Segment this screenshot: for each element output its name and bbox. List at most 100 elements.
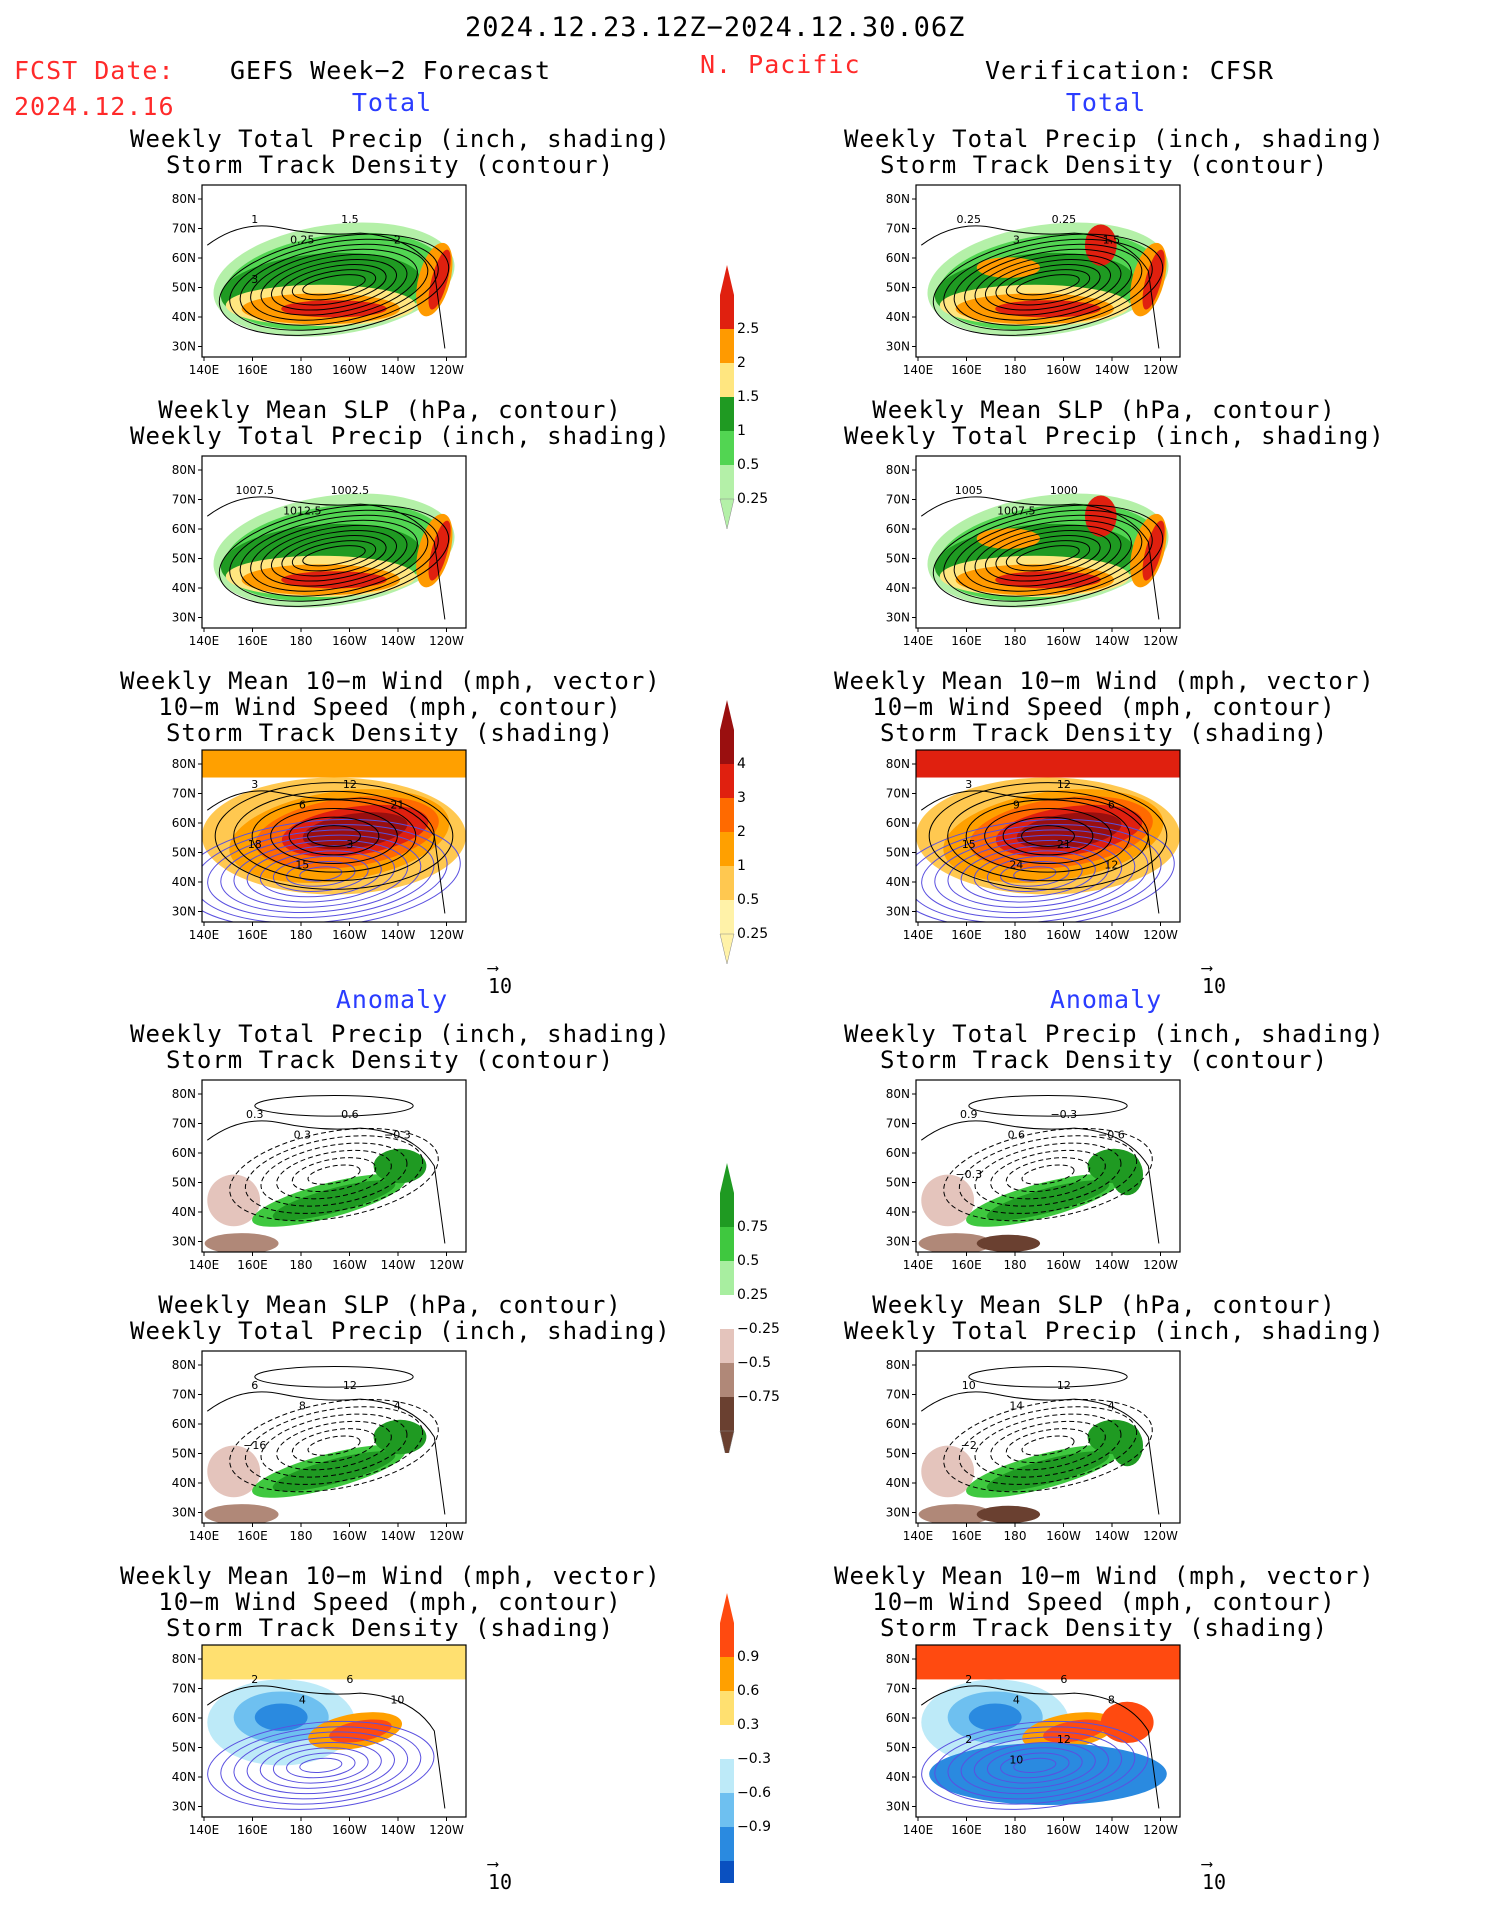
lat-tick-label: 40N [886, 1476, 910, 1490]
lon-tick-label: 140W [381, 928, 416, 942]
contour-label: 2 [251, 1673, 258, 1686]
lon-tick-label: 120W [429, 1258, 464, 1272]
contour-label: 2 [965, 1733, 972, 1746]
lat-tick-label: 40N [172, 1205, 196, 1219]
lon-tick-label: 160W [332, 928, 367, 942]
contour-label: 3 [346, 838, 353, 851]
lat-tick-label: 50N [886, 1447, 910, 1461]
lat-tick-label: 80N [172, 1358, 196, 1372]
contour-label: 1 [251, 213, 258, 226]
map-panel-v-slp-precip: 1005 1007.5 1000 80N 70N 60N 50N 40N 30N 140E 160E… [886, 455, 1181, 648]
lon-tick-label: 160E [951, 363, 982, 377]
lon-tick-label: 140E [189, 634, 220, 648]
lat-tick-label: 30N [886, 340, 910, 354]
contour-label: 2 [965, 1673, 972, 1686]
colorbar-label: 0.75 [737, 1219, 768, 1235]
section-anomaly-right: Anomaly [1049, 985, 1163, 1014]
lon-tick-label: 140W [381, 1258, 416, 1272]
lon-tick-label: 120W [1143, 363, 1178, 377]
contour-label: 6 [1060, 1673, 1067, 1686]
lat-tick-label: 60N [172, 816, 196, 830]
contour-label: 9 [1013, 798, 1020, 811]
lat-tick-label: 70N [886, 787, 910, 801]
lon-tick-label: 180 [1004, 928, 1027, 942]
lon-tick-label: 180 [290, 1823, 313, 1837]
map-panel-v-anom-precip: 0.9 0.6 −0.3 −0.6 −0.3 80N 70N 60N 50N 40N 30N 140E… [886, 1079, 1181, 1272]
lat-tick-label: 40N [172, 581, 196, 595]
map-panel-f-anom-slp: 6 8 12 4 −16 80N 70N 60N 50N 40N 30N 140E 160E 180 160… [172, 1350, 467, 1543]
lon-tick-label: 140W [1095, 928, 1130, 942]
contour-label: 10 [962, 1379, 976, 1392]
contour-label: −0.3 [384, 1128, 411, 1141]
colorbar-label: 1 [737, 423, 746, 439]
lon-tick-label: 160W [332, 1823, 367, 1837]
colorbar-label: 0.25 [737, 491, 768, 507]
lon-tick-label: 160W [332, 1529, 367, 1543]
lat-tick-label: 40N [172, 875, 196, 889]
panel-title-f-precip-storm: Weekly Total Precip (inch, shading) Stor… [130, 125, 671, 179]
map-panel-v-anom-wind: 2 4 6 8 2 10 12 80N 70N 60N 50N 40N 30N 140E 160E 180 16… [886, 1644, 1181, 1837]
colorbar-label: 0.5 [737, 892, 759, 908]
date-range-title: 2024.12.23.12Z−2024.12.30.06Z [465, 12, 966, 43]
lon-tick-label: 120W [1143, 1823, 1178, 1837]
contour-label: 15 [295, 859, 309, 872]
contour-label: 1012.5 [283, 504, 322, 517]
lat-tick-label: 80N [172, 463, 196, 477]
contour-label: 4 [394, 1399, 401, 1412]
colorbar-label: −0.75 [737, 1389, 780, 1405]
lat-tick-label: 60N [886, 1417, 910, 1431]
contour-label: 3 [965, 778, 972, 791]
lon-tick-label: 160E [237, 1823, 268, 1837]
colorbar-label: 0.3 [737, 1717, 759, 1733]
lat-tick-label: 40N [886, 581, 910, 595]
lon-tick-label: 160W [332, 1258, 367, 1272]
lon-tick-label: 140E [189, 363, 220, 377]
colorbar-label: 1.5 [737, 389, 759, 405]
colorbar-label: −0.5 [737, 1355, 771, 1371]
lat-tick-label: 50N [886, 846, 910, 860]
section-total-left: Total [351, 88, 433, 117]
lon-tick-label: 120W [1143, 928, 1178, 942]
lon-tick-label: 180 [290, 1258, 313, 1272]
contour-label: −0.3 [1050, 1108, 1077, 1121]
colorbar-label: 0.25 [737, 926, 768, 942]
lon-tick-label: 160E [951, 928, 982, 942]
contour-label: 1.5 [341, 213, 359, 226]
lon-tick-label: 160W [1046, 1823, 1081, 1837]
lon-tick-label: 140E [903, 634, 934, 648]
lon-tick-label: 160W [332, 634, 367, 648]
map-panel-v-wind-storm: 3 9 12 6 15 24 21 12 80N 70N 60N 50N 40N 30N 140E 160E 1… [886, 749, 1181, 942]
colorbar-swatch [720, 1295, 734, 1329]
contour-label: 18 [248, 838, 262, 851]
contour-label: 8 [299, 1399, 306, 1412]
lon-tick-label: 160W [1046, 634, 1081, 648]
lat-tick-label: 50N [172, 1741, 196, 1755]
contour-label: 6 [346, 1673, 353, 1686]
contour-label: 4 [1013, 1693, 1020, 1706]
lon-tick-label: 140E [189, 928, 220, 942]
lon-tick-label: 140E [903, 1258, 934, 1272]
gefs-forecast-title: GEFS Week−2 Forecast [230, 56, 552, 85]
lon-tick-label: 160E [951, 1258, 982, 1272]
lat-tick-label: 40N [886, 1205, 910, 1219]
lon-tick-label: 120W [429, 1823, 464, 1837]
colorbar-swatch [720, 329, 734, 363]
contour-label: 15 [962, 838, 976, 851]
panel-title-va-wind-storm: Weekly Mean 10−m Wind (mph, vector) 10−m… [834, 1562, 1375, 1642]
contour-label: 1007.5 [997, 504, 1036, 517]
section-total-right: Total [1065, 88, 1147, 117]
colorbar-swatch [720, 1657, 734, 1691]
panel-title-v-wind-storm: Weekly Mean 10−m Wind (mph, vector) 10−m… [834, 667, 1375, 747]
contour-label: 0.3 [246, 1108, 263, 1121]
lon-tick-label: 120W [1143, 1258, 1178, 1272]
contour-label: 4 [1108, 1399, 1115, 1412]
lon-tick-label: 160E [237, 1529, 268, 1543]
vector-reference: ⟶ 10 [488, 1854, 513, 1895]
colorbar-label: −0.9 [737, 1819, 771, 1835]
colorbar-label: 2 [737, 824, 746, 840]
colorbar-swatch [720, 1397, 734, 1431]
lat-tick-label: 80N [886, 1358, 910, 1372]
lat-tick-label: 30N [172, 340, 196, 354]
contour-label: 12 [343, 1379, 357, 1392]
colorbar-swatch [720, 1759, 734, 1793]
